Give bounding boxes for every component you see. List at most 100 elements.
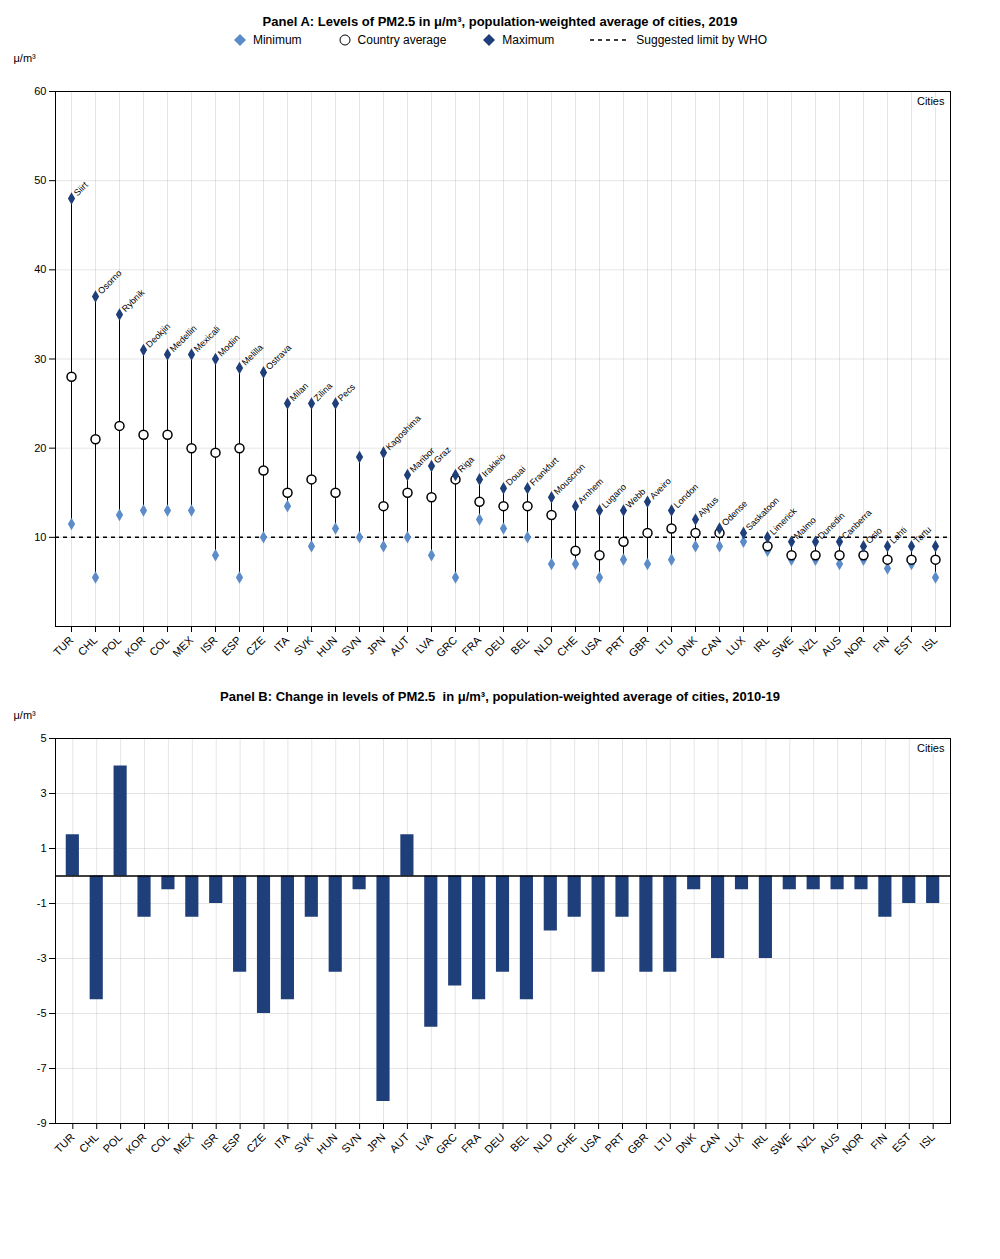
svg-text:LUX: LUX <box>722 1130 746 1154</box>
svg-text:ISL: ISL <box>919 634 939 654</box>
svg-text:Lahti: Lahti <box>888 525 909 546</box>
svg-text:NZL: NZL <box>794 1131 817 1154</box>
svg-text:LUX: LUX <box>724 633 748 657</box>
svg-text:Siirt: Siirt <box>72 180 90 198</box>
svg-text:Deokjin: Deokjin <box>144 321 172 349</box>
svg-text:Pecs: Pecs <box>336 381 358 403</box>
svg-text:NZL: NZL <box>796 634 819 657</box>
svg-text:Riga: Riga <box>456 454 476 474</box>
svg-text:Cities: Cities <box>917 95 945 107</box>
svg-text:DNK: DNK <box>673 1130 698 1155</box>
svg-text:Osorno: Osorno <box>96 268 124 296</box>
svg-text:-1: -1 <box>37 897 47 909</box>
svg-text:Rybnik: Rybnik <box>120 287 147 314</box>
svg-text:AUT: AUT <box>387 1131 411 1155</box>
svg-text:DNK: DNK <box>674 633 699 658</box>
svg-text:FRA: FRA <box>459 1130 484 1155</box>
svg-text:ITA: ITA <box>272 1130 292 1150</box>
svg-text:ITA: ITA <box>271 633 291 653</box>
svg-text:AUS: AUS <box>819 634 843 658</box>
svg-text:CHL: CHL <box>77 1131 101 1155</box>
svg-text:FIN: FIN <box>870 634 891 655</box>
svg-text:Cities: Cities <box>917 742 945 754</box>
svg-text:Malmo: Malmo <box>792 515 818 541</box>
svg-text:HUN: HUN <box>314 634 339 659</box>
svg-text:NOR: NOR <box>840 1131 866 1157</box>
svg-text:PRT: PRT <box>603 634 627 658</box>
svg-text:SVN: SVN <box>339 1131 364 1156</box>
svg-text:μ/m³: μ/m³ <box>14 709 37 721</box>
svg-text:MEX: MEX <box>171 1130 197 1156</box>
svg-text:BEL: BEL <box>508 634 531 657</box>
svg-text:DEU: DEU <box>482 634 507 659</box>
svg-text:-5: -5 <box>37 1007 47 1019</box>
svg-text:POL: POL <box>100 1131 124 1155</box>
svg-text:CZE: CZE <box>243 634 267 658</box>
svg-text:Alytus: Alytus <box>696 494 721 519</box>
svg-text:Oslo: Oslo <box>864 526 884 546</box>
svg-text:ISR: ISR <box>199 1131 220 1152</box>
svg-text:BEL: BEL <box>508 1131 531 1154</box>
svg-text:Modiin: Modiin <box>216 333 242 359</box>
svg-text:TUR: TUR <box>52 1131 77 1156</box>
svg-text:USA: USA <box>578 1130 603 1155</box>
svg-text:Lugano: Lugano <box>600 482 628 510</box>
svg-text:SVK: SVK <box>292 1130 317 1155</box>
svg-text:Aveiro: Aveiro <box>648 476 673 501</box>
svg-text:GBR: GBR <box>626 634 651 659</box>
svg-text:FIN: FIN <box>868 1131 889 1152</box>
svg-text:KOR: KOR <box>122 634 147 659</box>
svg-text:μ/m³: μ/m³ <box>14 52 37 64</box>
svg-text:10: 10 <box>34 531 46 543</box>
svg-text:NLD: NLD <box>531 634 555 658</box>
svg-text:CZE: CZE <box>244 1131 268 1155</box>
svg-text:NOR: NOR <box>842 634 868 660</box>
svg-text:KOR: KOR <box>123 1131 148 1156</box>
svg-text:-9: -9 <box>37 1117 47 1129</box>
svg-text:LVA: LVA <box>413 633 436 656</box>
svg-text:Ostrava: Ostrava <box>264 342 293 371</box>
svg-text:30: 30 <box>34 353 46 365</box>
svg-text:LTU: LTU <box>653 634 676 657</box>
svg-text:GBR: GBR <box>625 1131 650 1156</box>
svg-text:20: 20 <box>34 442 46 454</box>
svg-text:USA: USA <box>579 633 604 658</box>
svg-text:Douai: Douai <box>504 464 528 488</box>
svg-text:EST: EST <box>892 634 916 658</box>
svg-text:GRC: GRC <box>433 1131 459 1157</box>
svg-text:DEU: DEU <box>482 1131 507 1156</box>
svg-text:CAN: CAN <box>698 634 723 659</box>
svg-text:Irakleio: Irakleio <box>480 451 508 479</box>
svg-text:SVK: SVK <box>291 633 316 658</box>
svg-text:COL: COL <box>147 634 171 658</box>
svg-text:1: 1 <box>40 842 46 854</box>
svg-text:MEX: MEX <box>170 633 196 659</box>
svg-text:Tartu: Tartu <box>912 524 933 545</box>
svg-text:EST: EST <box>890 1131 914 1155</box>
svg-text:COL: COL <box>148 1131 172 1155</box>
svg-text:CHE: CHE <box>554 634 579 659</box>
svg-text:NLD: NLD <box>531 1131 555 1155</box>
svg-text:Kagoshima: Kagoshima <box>384 413 423 452</box>
svg-text:London: London <box>672 482 700 510</box>
svg-text:SWE: SWE <box>767 1131 793 1157</box>
svg-text:5: 5 <box>40 732 46 744</box>
svg-text:ESP: ESP <box>219 634 243 658</box>
svg-text:PRT: PRT <box>602 1131 626 1155</box>
svg-text:JPN: JPN <box>364 1131 387 1154</box>
svg-text:50: 50 <box>34 174 46 186</box>
svg-text:SWE: SWE <box>769 634 795 660</box>
svg-text:Frankfurt: Frankfurt <box>528 455 561 488</box>
svg-text:40: 40 <box>34 263 46 275</box>
svg-text:AUT: AUT <box>387 634 411 658</box>
svg-text:ESP: ESP <box>220 1131 244 1155</box>
svg-text:POL: POL <box>99 634 123 658</box>
svg-text:CHL: CHL <box>75 634 99 658</box>
svg-text:Melilla: Melilla <box>240 342 265 367</box>
svg-text:60: 60 <box>34 85 46 97</box>
svg-text:-7: -7 <box>37 1062 47 1074</box>
svg-text:LVA: LVA <box>413 1130 436 1153</box>
svg-text:-3: -3 <box>37 952 47 964</box>
svg-text:Milan: Milan <box>288 381 310 403</box>
svg-text:3: 3 <box>40 787 46 799</box>
